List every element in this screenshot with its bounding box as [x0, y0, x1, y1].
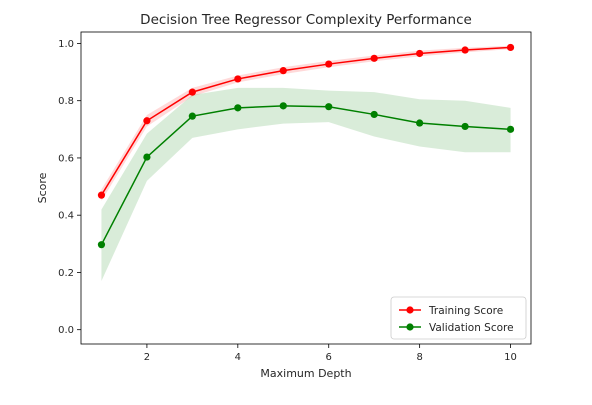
point-series-1-1 [143, 153, 151, 161]
legend-label-1: Validation Score [429, 322, 514, 334]
y-tick-label-0: 0.0 [58, 325, 74, 336]
y-tick-label-1: 0.2 [58, 268, 74, 279]
y-tick-label-3: 0.6 [58, 153, 74, 164]
point-series-1-3 [234, 104, 242, 112]
legend-marker-0 [406, 306, 414, 314]
point-series-0-8 [461, 46, 469, 54]
point-series-0-1 [143, 117, 151, 125]
point-series-0-6 [370, 54, 378, 62]
x-tick-label-8: 8 [416, 352, 422, 363]
point-series-1-4 [279, 102, 287, 110]
x-tick-label-6: 6 [326, 352, 332, 363]
y-tick-label-4: 0.8 [58, 96, 74, 107]
point-series-1-5 [325, 103, 333, 111]
point-series-1-2 [188, 112, 196, 120]
x-tick-label-10: 10 [504, 352, 517, 363]
point-series-0-0 [97, 191, 106, 199]
x-tick-label-2: 2 [144, 352, 150, 363]
point-series-0-3 [234, 75, 242, 83]
y-tick-label-2: 0.4 [58, 211, 74, 222]
axis-ticks: 2 4 6 8 10 0.0 0.2 0.4 0.6 0.8 1.0 [58, 39, 517, 363]
legend-label-0: Training Score [428, 305, 503, 317]
point-series-0-4 [279, 67, 287, 75]
point-series-0-9 [506, 43, 515, 52]
point-series-1-0 [97, 241, 106, 249]
y-tick-label-5: 1.0 [58, 39, 74, 50]
x-tick-label-4: 4 [235, 352, 241, 363]
point-series-1-9 [506, 125, 515, 133]
plot-frame [80, 31, 532, 345]
line-series-1 [100, 105, 511, 246]
legend: Training Score Validation Score [390, 296, 527, 340]
plot-area [97, 43, 515, 282]
chart-title: Decision Tree Regressor Complexity Perfo… [140, 12, 472, 28]
legend-marker-1 [406, 323, 414, 331]
point-series-0-2 [188, 88, 196, 96]
point-series-1-7 [416, 119, 424, 127]
line-series-0 [100, 46, 511, 196]
point-series-1-8 [461, 122, 469, 131]
point-series-0-5 [325, 60, 333, 68]
point-series-1-6 [370, 110, 378, 119]
point-series-0-7 [416, 49, 424, 58]
band-series-1 [101, 87, 511, 282]
y-axis-label: Score [36, 172, 49, 203]
x-axis-label: Maximum Depth [260, 367, 351, 380]
legend-box [390, 296, 527, 340]
